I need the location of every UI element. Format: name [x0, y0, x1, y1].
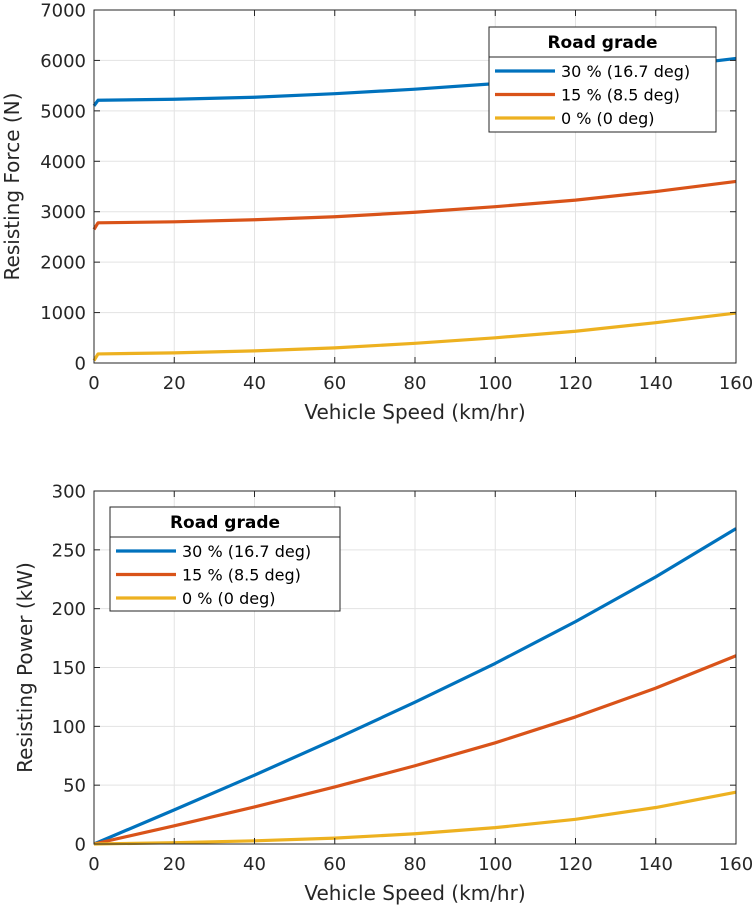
y-tick-label: 3000 — [40, 202, 86, 223]
legend: Road grade 30 % (16.7 deg) 15 % (8.5 deg) 0… — [488, 26, 717, 133]
y-tick-label: 150 — [52, 658, 86, 679]
legend-entry-1: 30 % (16.7 deg) — [561, 62, 690, 81]
legend-entry-1: 30 % (16.7 deg) — [182, 542, 311, 561]
legend: Road grade 30 % (16.7 deg) 15 % (8.5 deg) 0… — [109, 506, 341, 612]
chart-1: 0 20 40 60 80 100 120 140 160 0 1000 2000 3000 4000 50… — [0, 1, 753, 425]
x-tick-label: 160 — [719, 373, 753, 394]
x-tick-label: 80 — [404, 373, 427, 394]
x-tick-label: 120 — [558, 373, 592, 394]
x-tick-label: 40 — [243, 854, 266, 875]
legend-title: Road grade — [547, 33, 657, 53]
y-tick-label: 0 — [75, 835, 86, 856]
y-tick-label: 300 — [52, 482, 86, 503]
legend-title: Road grade — [170, 513, 280, 533]
x-axis-label: Vehicle Speed (km/hr) — [304, 400, 525, 424]
x-axis-label: Vehicle Speed (km/hr) — [304, 881, 525, 905]
x-tick-label: 100 — [478, 854, 512, 875]
legend-box — [109, 506, 341, 612]
legend-entry-3: 0 % (0 deg) — [561, 109, 654, 128]
x-tick-label: 140 — [639, 854, 673, 875]
legend-entry-3: 0 % (0 deg) — [182, 589, 275, 608]
y-tick-label: 200 — [52, 599, 86, 620]
y-tick-label: 2000 — [40, 253, 86, 274]
legend-entry-2: 15 % (8.5 deg) — [561, 86, 680, 105]
y-tick-label: 7000 — [40, 1, 86, 22]
x-tick-label: 20 — [163, 854, 186, 875]
x-tick-label: 0 — [88, 373, 99, 394]
series-line-2 — [92, 179, 737, 231]
y-tick-label: 50 — [63, 776, 86, 797]
y-tick-label: 5000 — [40, 101, 86, 122]
x-tick-label: 160 — [719, 854, 753, 875]
y-tick-label: 0 — [75, 354, 86, 375]
y-tick-label: 6000 — [40, 51, 86, 72]
y-tick-label: 1000 — [40, 303, 86, 324]
y-tick-label: 250 — [52, 540, 86, 561]
x-tick-label: 80 — [404, 854, 427, 875]
x-tick-label: 100 — [478, 373, 512, 394]
x-tick-label: 60 — [323, 854, 346, 875]
legend-entry-2: 15 % (8.5 deg) — [182, 566, 301, 585]
series-line-3 — [92, 311, 737, 362]
x-tick-label: 0 — [88, 854, 99, 875]
x-tick-label: 20 — [163, 373, 186, 394]
y-axis-label: Resisting Force (N) — [0, 93, 24, 281]
x-tick-label: 40 — [243, 373, 266, 394]
series-line-3 — [93, 790, 737, 846]
x-tick-label: 120 — [558, 854, 592, 875]
x-tick-label: 60 — [323, 373, 346, 394]
y-axis-label: Resisting Power (kW) — [13, 562, 37, 773]
chart-2: 0 20 40 60 80 100 120 140 160 0 50 100 150 200 250 300 V… — [13, 482, 753, 906]
y-tick-label: 100 — [52, 717, 86, 738]
series-line-1 — [93, 527, 737, 846]
x-tick-label: 140 — [639, 373, 673, 394]
legend-box — [488, 26, 717, 133]
series-line-2 — [93, 654, 737, 846]
y-tick-label: 4000 — [40, 152, 86, 173]
